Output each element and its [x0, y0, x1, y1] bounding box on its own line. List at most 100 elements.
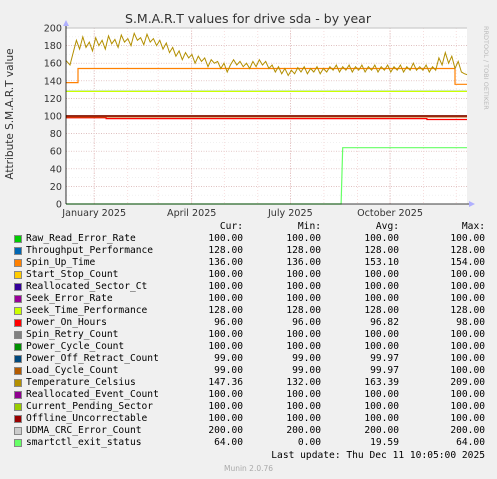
legend-swatch [14, 247, 22, 255]
y-tick-label: 20 [50, 182, 62, 193]
legend-min: 99.00 [292, 365, 321, 376]
legend-avg: 100.00 [364, 413, 399, 424]
legend-avg: 100.00 [364, 329, 399, 340]
legend-row: Spin_Retry_Count 100.00 100.00 100.00 100.00 [0, 329, 497, 341]
legend-row: Seek_Time_Performance 128.00 128.00 128.00 1… [0, 305, 497, 317]
legend-row: Load_Cycle_Count 99.00 99.00 99.97 100.00 [0, 365, 497, 377]
legend-max: 200.00 [450, 425, 485, 436]
legend-swatch [14, 343, 22, 351]
legend-min: 0.00 [297, 437, 321, 448]
legend-cur: 200.00 [208, 425, 243, 436]
legend-row: Reallocated_Sector_Ct 100.00 100.00 100.00 1… [0, 281, 497, 293]
legend-header: Cur: Min: Avg: Max: [0, 221, 497, 233]
legend-max: 100.00 [450, 401, 485, 412]
legend-swatch [14, 259, 22, 267]
legend-avg: 100.00 [364, 281, 399, 292]
legend-swatch [14, 319, 22, 327]
legend-row: Temperature_Celsius 147.36 132.00 163.39 209… [0, 377, 497, 389]
legend-max: 209.00 [450, 377, 485, 388]
legend-row: Raw_Read_Error_Rate 100.00 100.00 100.00 100… [0, 233, 497, 245]
x-tick-label: April 2025 [167, 208, 216, 219]
y-tick-label: 60 [50, 147, 62, 158]
legend-max: 100.00 [450, 281, 485, 292]
legend-swatch [14, 355, 22, 363]
legend-swatch [14, 271, 22, 279]
legend-max: 128.00 [450, 245, 485, 256]
legend-swatch [14, 283, 22, 291]
legend-cur: 96.00 [214, 317, 243, 328]
legend-header-cur: Cur: [219, 221, 243, 232]
legend-min: 200.00 [286, 425, 321, 436]
legend-max: 100.00 [450, 233, 485, 244]
legend-max: 64.00 [456, 437, 485, 448]
legend-max: 100.00 [450, 353, 485, 364]
legend-cur: 100.00 [208, 269, 243, 280]
series-line-spin-up-time [66, 67, 467, 85]
legend-header-min: Min: [297, 221, 321, 232]
legend-cur: 128.00 [208, 305, 243, 316]
series-line-temperature-celsius [65, 31, 468, 77]
legend-min: 128.00 [286, 245, 321, 256]
legend-name: Reallocated_Event_Count [26, 389, 159, 400]
munin-version: Munin 2.0.76 [223, 464, 274, 473]
legend-max: 100.00 [450, 329, 485, 340]
legend-name: smartctl_exit_status [26, 437, 142, 448]
legend-min: 136.00 [286, 257, 321, 268]
x-tick-label: July 2025 [267, 208, 313, 219]
legend-min: 132.00 [286, 377, 321, 388]
y-tick-label: 160 [44, 59, 62, 70]
legend-row: Seek_Error_Rate 100.00 100.00 100.00 100.00 [0, 293, 497, 305]
legend-row: Current_Pending_Sector 100.00 100.00 100.00… [0, 401, 497, 413]
legend-min: 100.00 [286, 293, 321, 304]
legend-min: 100.00 [286, 281, 321, 292]
legend-max: 128.00 [450, 305, 485, 316]
legend-min: 128.00 [286, 305, 321, 316]
legend-avg: 96.82 [370, 317, 399, 328]
legend-row: UDMA_CRC_Error_Count 200.00 200.00 200.00 20… [0, 425, 497, 437]
legend-name: Start_Stop_Count [26, 269, 119, 280]
legend-min: 100.00 [286, 401, 321, 412]
legend-swatch [14, 427, 22, 435]
legend-cur: 100.00 [208, 341, 243, 352]
y-tick-label: 40 [50, 164, 62, 175]
legend-row: Reallocated_Event_Count 100.00 100.00 100.0… [0, 389, 497, 401]
legend-max: 154.00 [450, 257, 485, 268]
legend-header-max: Max: [461, 221, 485, 232]
legend-avg: 100.00 [364, 269, 399, 280]
legend-row: Start_Stop_Count 100.00 100.00 100.00 100.00 [0, 269, 497, 281]
legend-row: Power_On_Hours 96.00 96.00 96.82 98.00 [0, 317, 497, 329]
legend-min: 100.00 [286, 413, 321, 424]
x-tick-label: October 2025 [357, 208, 423, 219]
legend-avg: 128.00 [364, 245, 399, 256]
legend-cur: 64.00 [214, 437, 243, 448]
legend-name: Power_Cycle_Count [26, 341, 125, 352]
legend-avg: 153.10 [364, 257, 399, 268]
legend-cur: 100.00 [208, 389, 243, 400]
legend-max: 100.00 [450, 293, 485, 304]
legend-cur: 100.00 [208, 281, 243, 292]
legend-max: 100.00 [450, 389, 485, 400]
legend-min: 100.00 [286, 329, 321, 340]
legend-header-avg: Avg: [375, 221, 399, 232]
legend-row: Power_Cycle_Count 100.00 100.00 100.00 100.0… [0, 341, 497, 353]
x-axis-arrow [469, 201, 475, 207]
legend-swatch [14, 403, 22, 411]
legend-name: Power_Off_Retract_Count [26, 353, 159, 364]
legend-row: Throughput_Performance 128.00 128.00 128.00… [0, 245, 497, 257]
legend-cur: 99.00 [214, 365, 243, 376]
legend-avg: 100.00 [364, 233, 399, 244]
legend-cur: 100.00 [208, 293, 243, 304]
y-axis-label: Attribute S.M.A.R.T value [4, 48, 16, 179]
legend-name: Power_On_Hours [26, 317, 107, 328]
legend-min: 100.00 [286, 341, 321, 352]
legend-swatch [14, 379, 22, 387]
legend-min: 99.00 [292, 353, 321, 364]
watermark: RRDTOOL / TOBI OETIKER [482, 26, 490, 110]
legend-swatch [14, 367, 22, 375]
legend-swatch [14, 391, 22, 399]
y-tick-label: 140 [44, 76, 62, 87]
y-tick-label: 80 [50, 129, 62, 140]
y-tick-label: 120 [44, 94, 62, 105]
legend-avg: 100.00 [364, 401, 399, 412]
